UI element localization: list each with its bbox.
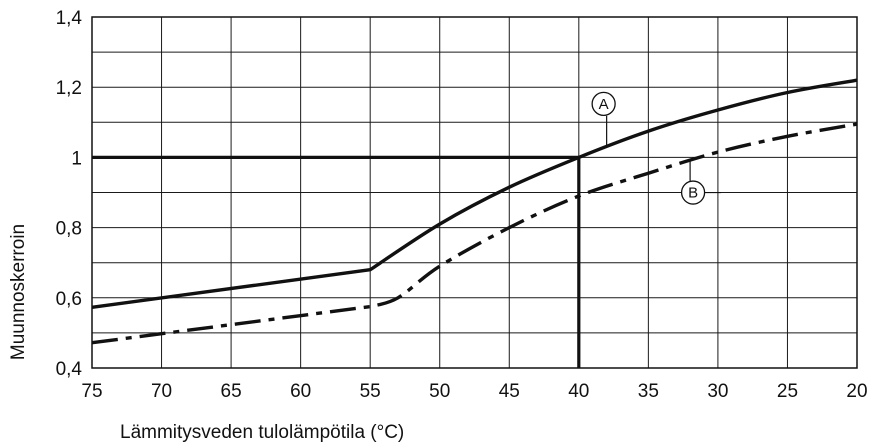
callout-circle-a — [591, 91, 616, 117]
x-tick-label: 70 — [151, 381, 172, 402]
x-tick-label: 50 — [429, 381, 450, 402]
x-tick-label: 40 — [568, 381, 589, 402]
grid — [91, 16, 858, 369]
x-tick-label: 20 — [846, 381, 867, 402]
series-lines — [91, 78, 858, 345]
x-tick-label: 25 — [777, 381, 798, 402]
callout-circle-b — [680, 180, 706, 205]
x-tick-label: 65 — [221, 381, 242, 402]
x-tick-label: 75 — [81, 381, 102, 402]
x-tick-label: 45 — [499, 381, 520, 402]
series-line-b — [91, 122, 858, 345]
y-tick-label: 1,4 — [56, 8, 83, 29]
x-tick-label: 30 — [707, 381, 728, 402]
callout-label-a: A — [599, 96, 609, 113]
plot-border — [91, 16, 858, 369]
x-tick-label: 35 — [638, 381, 659, 402]
x-axis-title: Lämmitysveden tulolämpötila (°C) — [120, 422, 404, 443]
x-tick-label: 60 — [290, 381, 311, 402]
callout-label-b: B — [688, 185, 698, 202]
x-tick-label: 55 — [360, 381, 381, 402]
y-tick-label: 0,4 — [56, 359, 83, 380]
annotations: AB — [591, 91, 722, 205]
y-axis-title: Muunnoskerroin — [8, 224, 29, 360]
series-line-a — [91, 78, 858, 309]
plot-frame — [91, 16, 858, 369]
y-tick-label: 0,8 — [56, 219, 82, 240]
reference-lines — [92, 155, 581, 368]
y-tick-label: 1 — [71, 148, 82, 169]
y-tick-label: 0,6 — [56, 289, 82, 310]
y-tick-label: 1,2 — [56, 78, 82, 99]
y-tick-labels: 0,4 0,6 0,8 1 1,2 1,4 — [56, 8, 83, 380]
x-tick-labels: 75 70 65 60 55 50 45 40 35 30 25 20 — [81, 381, 867, 402]
